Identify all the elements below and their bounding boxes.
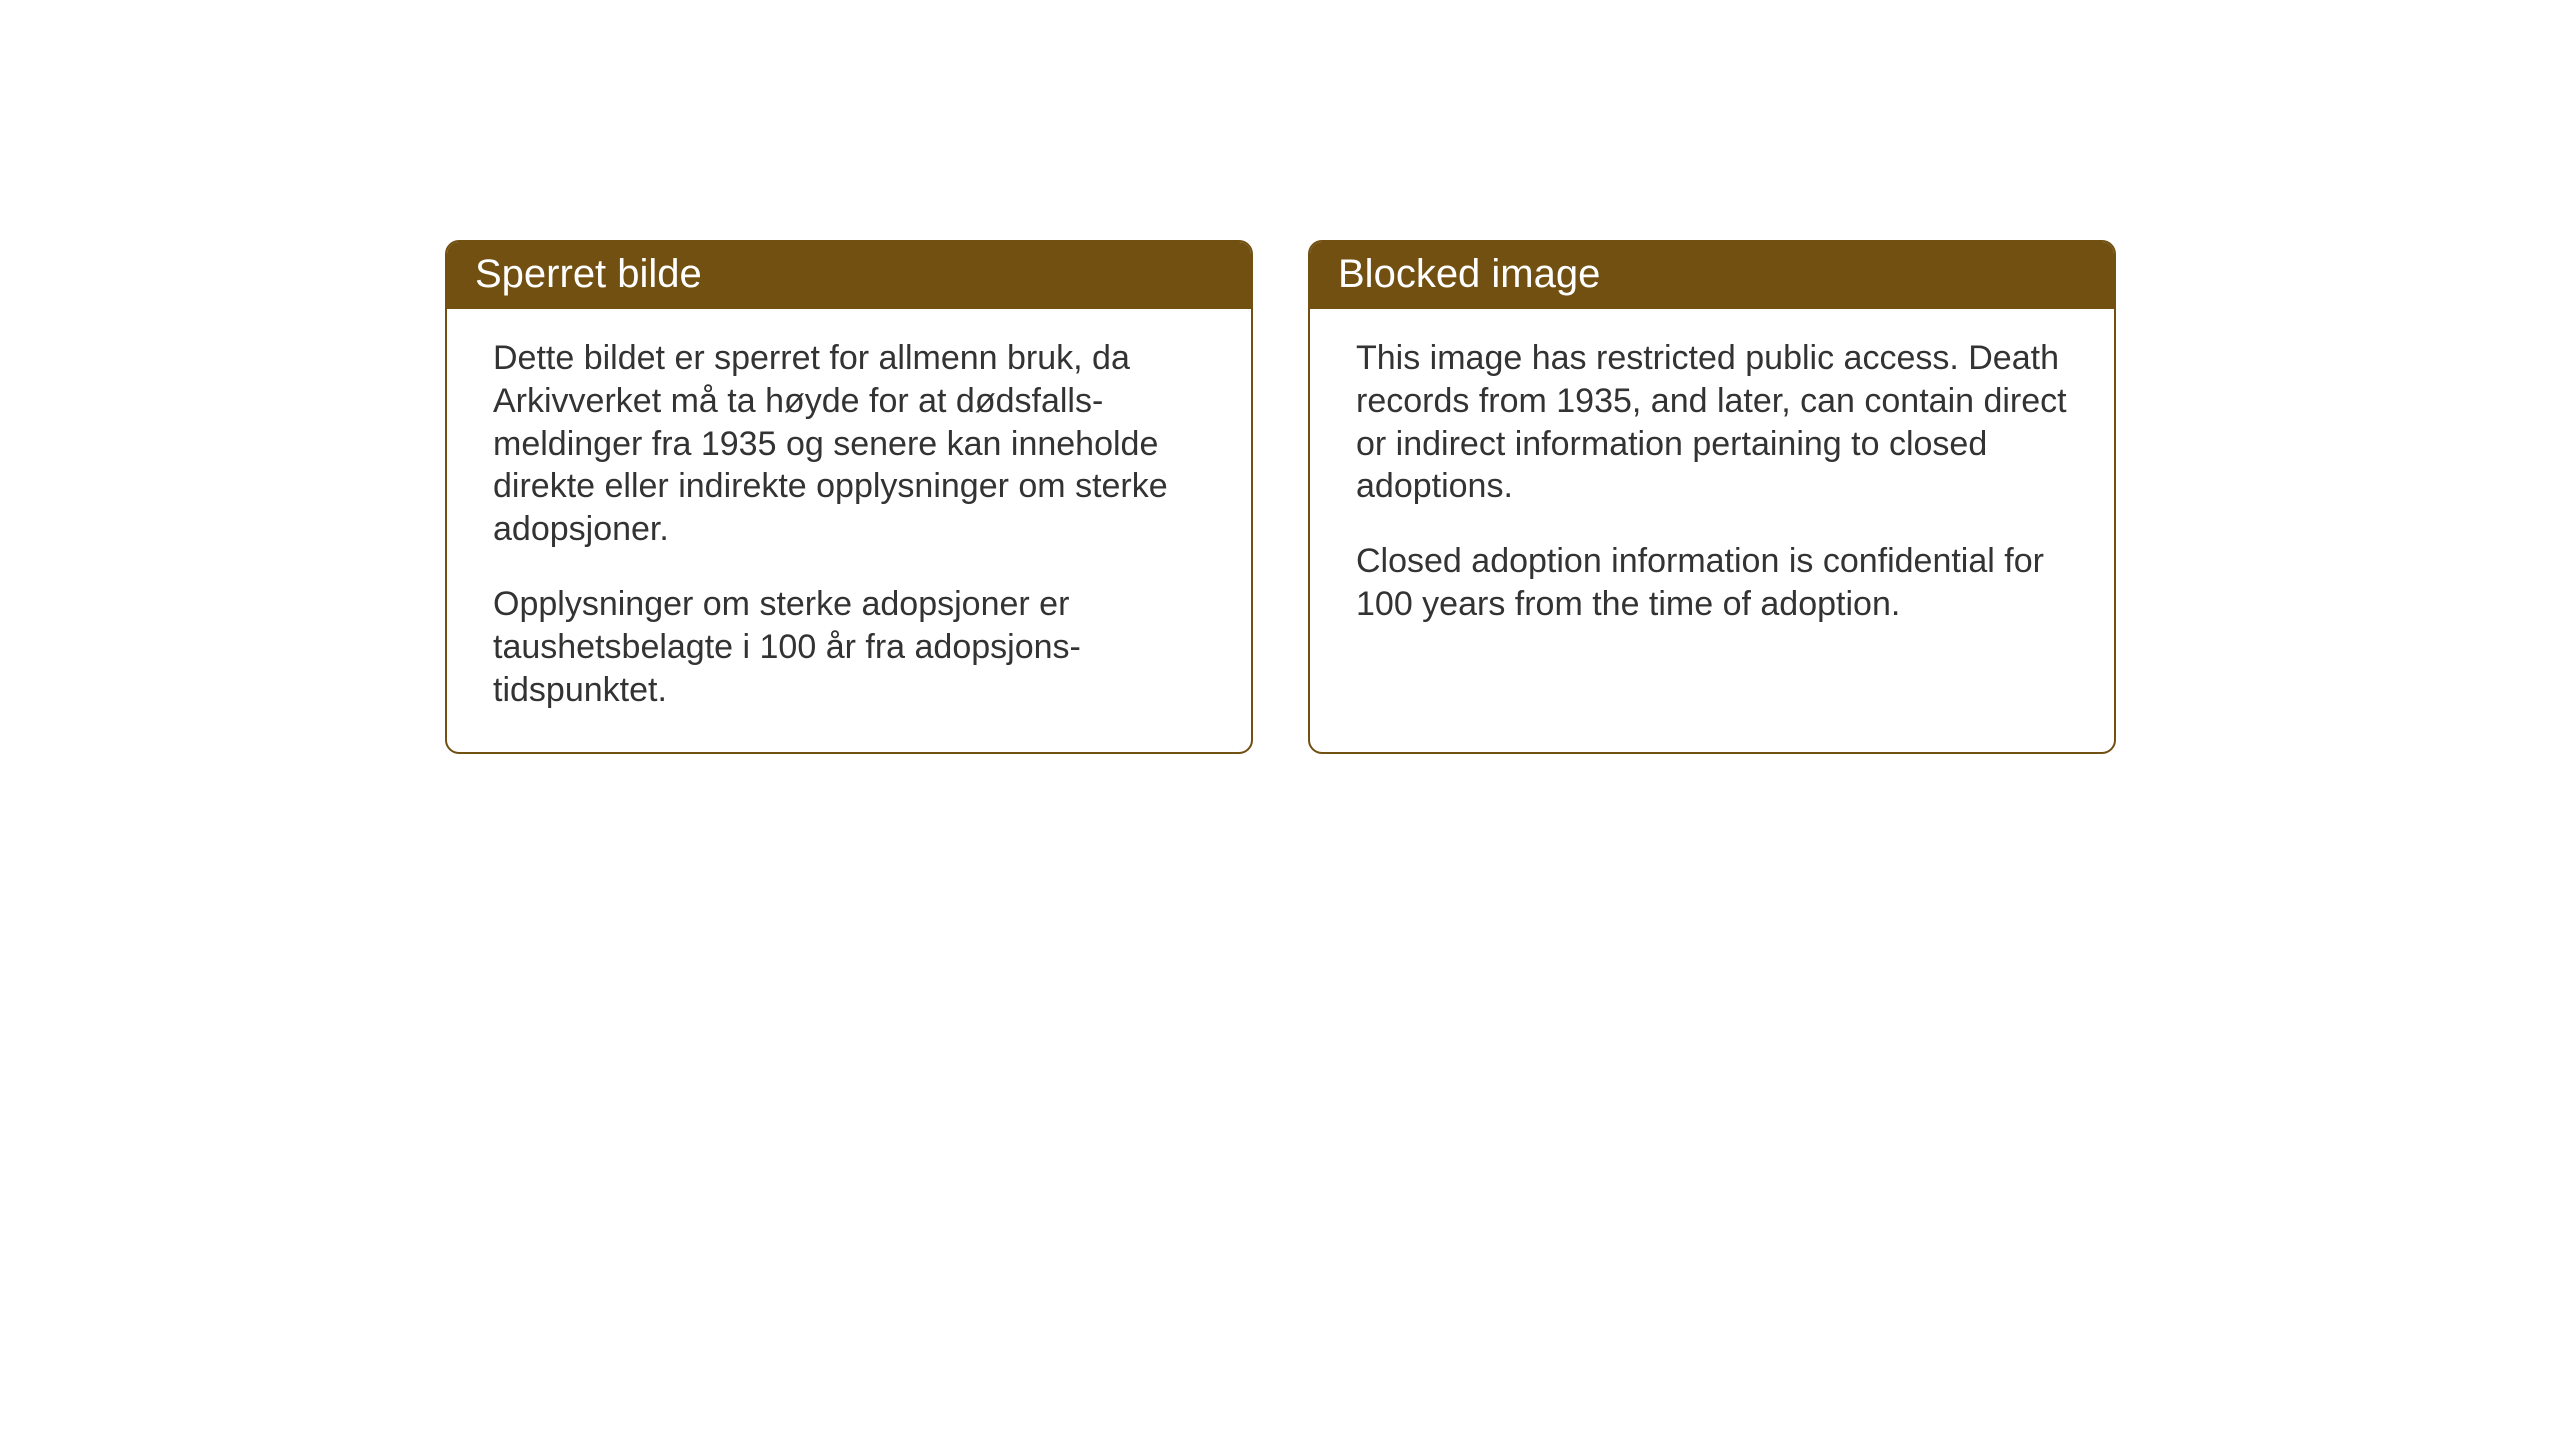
paragraph-norwegian-1: Dette bildet er sperret for allmenn bruk… <box>493 337 1205 551</box>
card-body-norwegian: Dette bildet er sperret for allmenn bruk… <box>447 309 1251 752</box>
notice-container: Sperret bilde Dette bildet er sperret fo… <box>445 240 2116 754</box>
card-header-norwegian: Sperret bilde <box>447 242 1251 309</box>
card-body-english: This image has restricted public access.… <box>1310 309 2114 666</box>
card-header-english: Blocked image <box>1310 242 2114 309</box>
paragraph-english-2: Closed adoption information is confident… <box>1356 540 2068 626</box>
notice-card-norwegian: Sperret bilde Dette bildet er sperret fo… <box>445 240 1253 754</box>
paragraph-norwegian-2: Opplysninger om sterke adopsjoner er tau… <box>493 583 1205 711</box>
notice-card-english: Blocked image This image has restricted … <box>1308 240 2116 754</box>
paragraph-english-1: This image has restricted public access.… <box>1356 337 2068 508</box>
